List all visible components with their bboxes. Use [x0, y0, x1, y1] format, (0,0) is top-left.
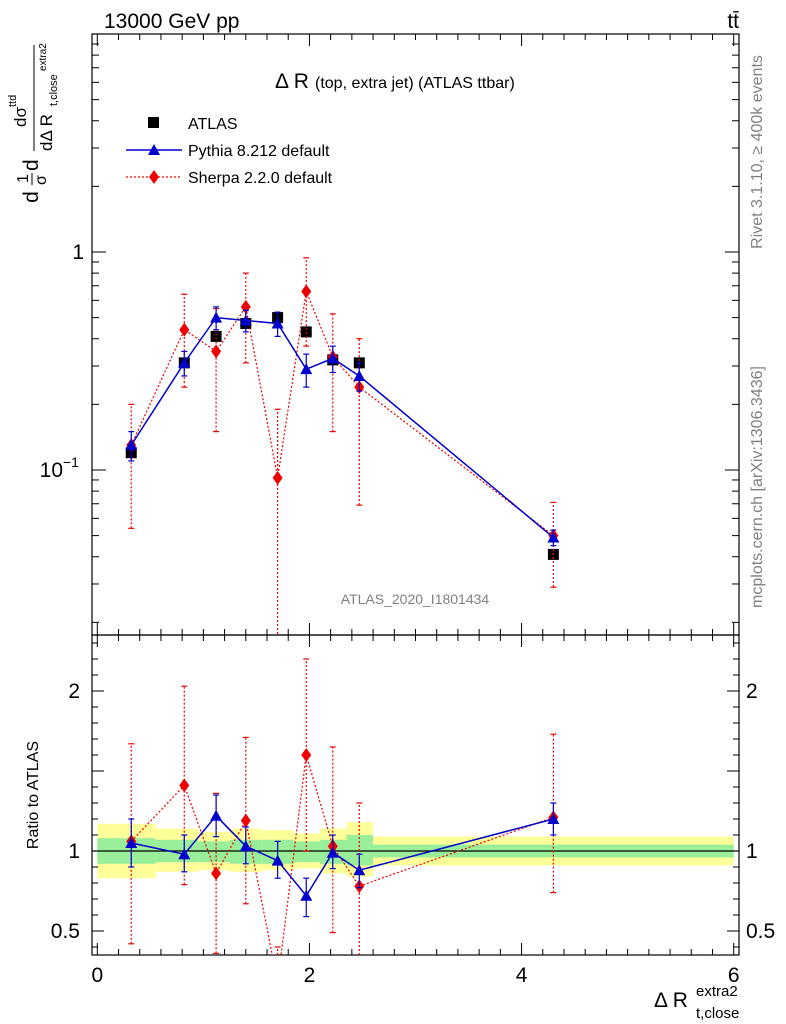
- plot-title-rest: (top, extra jet) (ATLAS ttbar): [315, 75, 515, 92]
- pythia-ratio-point: [547, 813, 560, 824]
- ylabel-denominator-sub: t,close: [48, 74, 60, 106]
- ylabel-numerator-sup: ttd: [7, 95, 19, 107]
- pythia-point: [178, 356, 191, 368]
- y-tick-label: 1: [72, 241, 84, 264]
- atlas-data-point: [300, 326, 312, 338]
- y-tick-label-exponent: −1: [63, 454, 79, 470]
- pythia-point: [547, 531, 560, 543]
- x-tick-label: 2: [304, 964, 316, 987]
- energy-label: 13000 GeV pp: [104, 10, 239, 33]
- ylabel-denominator: dΔ R: [37, 114, 56, 151]
- pythia-ratio-point: [178, 848, 191, 860]
- x-axis-label-main: Δ R: [654, 989, 688, 1012]
- sherpa-ratio-point: [240, 813, 251, 828]
- mcplots-source-label: mcplots.cern.ch [arXiv:1306.3436]: [749, 366, 766, 608]
- sherpa-point: [301, 284, 312, 299]
- pythia-point: [271, 317, 284, 329]
- pythia-point: [326, 352, 339, 364]
- pythia-ratio-point: [271, 854, 284, 866]
- ratio-y-axis-label: Ratio to ATLAS: [25, 741, 42, 849]
- ratio-y-tick-label-right: 0.5: [746, 920, 775, 943]
- sherpa-line: [130, 289, 554, 537]
- ratio-y-tick-label-left: 1: [68, 840, 80, 863]
- x-axis-label-sub: t,close: [696, 1005, 739, 1022]
- ratio-plot-area: 0 2 4 6 0.5 0.5 1 1 2 2: [51, 634, 775, 989]
- sherpa-ratio-point: [179, 778, 190, 793]
- pythia-point: [239, 314, 252, 326]
- ratio-inner-band-segment: [198, 841, 230, 863]
- ratio-plot-frame: [91, 634, 740, 956]
- legend-pythia-label: Pythia 8.212 default: [188, 143, 330, 160]
- pythia-point: [125, 439, 138, 451]
- ylabel-numerator: dσ: [11, 107, 30, 127]
- sherpa-ratio-point: [211, 866, 222, 881]
- ylabel-part-sigma: σ: [33, 175, 50, 185]
- main-y-axis-label: d 1 σ d dσ ttd dΔ R t,close extra2: [7, 43, 60, 203]
- sherpa-ratio-point: [273, 975, 283, 989]
- svg-text:d: d: [20, 191, 43, 203]
- legend: ATLAS Pythia 8.212 default Sherpa 2.2.0 …: [126, 116, 333, 187]
- x-tick-label: 0: [91, 964, 103, 987]
- pythia-ratio-point: [125, 837, 138, 848]
- legend-atlas-label: ATLAS: [188, 116, 238, 133]
- legend-sherpa-label: Sherpa 2.2.0 default: [188, 170, 333, 187]
- pythia-point: [353, 369, 366, 381]
- ratio-y-tick-label-left: 0.5: [51, 920, 80, 943]
- pythia-line: [130, 316, 554, 539]
- main-series-group: [125, 257, 560, 635]
- x-tick-label: 6: [728, 964, 740, 987]
- ylabel-part-d1: d: [20, 191, 43, 203]
- pythia-ratio-point: [239, 840, 252, 852]
- x-axis-label-sup: extra2: [696, 983, 738, 1000]
- sherpa-point: [211, 344, 222, 359]
- ratio-series-group: [125, 658, 560, 989]
- pythia-ratio-point: [210, 809, 223, 821]
- plot-title-main: Δ R: [275, 70, 309, 93]
- process-label: tt̄: [727, 10, 739, 33]
- pythia-ratio-point: [353, 864, 366, 876]
- analysis-watermark: ATLAS_2020_I1801434: [341, 591, 490, 607]
- sherpa-ratio-point: [301, 748, 312, 762]
- sherpa-point: [272, 470, 283, 485]
- legend-pythia-marker: [148, 144, 160, 155]
- legend-atlas-marker: [148, 117, 159, 128]
- plot-title: Δ R (top, extra jet) (ATLAS ttbar): [275, 70, 515, 93]
- ratio-y-tick-label-right: 2: [746, 680, 758, 703]
- ylabel-denominator-sup: extra2: [38, 43, 49, 71]
- ylabel-part-one: 1: [15, 174, 32, 183]
- legend-sherpa-marker: [149, 170, 159, 184]
- x-tick-label: 4: [516, 964, 528, 987]
- pythia-ratio-point: [300, 889, 313, 901]
- ylabel-part-d2: d: [20, 159, 43, 171]
- sherpa-point: [179, 322, 190, 337]
- pythia-ratio-point: [326, 846, 339, 858]
- sherpa-ratio-line: [130, 754, 554, 955]
- ratio-y-tick-label-left: 2: [68, 680, 80, 703]
- pythia-point: [210, 311, 223, 323]
- rivet-version-label: Rivet 3.1.10, ≥ 400k events: [749, 55, 766, 249]
- ratio-inner-band-segment: [293, 841, 321, 863]
- pythia-point: [300, 363, 313, 375]
- y-tick-label: 10: [40, 459, 63, 482]
- atlas-data-point: [210, 330, 222, 342]
- main-plot-area: 1 10 −1: [40, 33, 740, 636]
- x-axis-label: Δ R t,close extra2: [654, 983, 739, 1022]
- ratio-y-tick-label-right: 1: [746, 840, 758, 863]
